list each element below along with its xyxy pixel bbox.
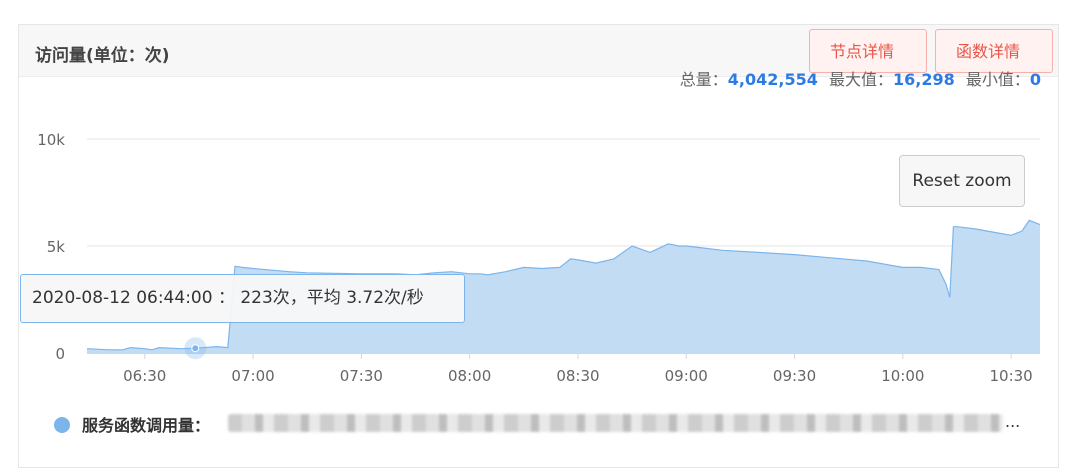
chart-tooltip: 2020-08-12 06:44:00 ： 223次，平均 3.72次/秒 bbox=[20, 274, 465, 323]
y-tick-label: 10k bbox=[37, 131, 65, 149]
total-label: 总量： bbox=[679, 70, 728, 89]
x-tick-label: 06:30 bbox=[123, 367, 166, 385]
legend-item[interactable]: 服务函数调用量： bbox=[54, 412, 210, 436]
x-tick-label: 09:30 bbox=[773, 367, 816, 385]
panel-title: 访问量(单位：次) bbox=[35, 46, 170, 66]
function-details-button[interactable]: 函数详情 bbox=[935, 29, 1053, 73]
y-tick-label: 0 bbox=[55, 345, 65, 363]
stats-summary: 总量：4,042,554 最大值：16,298 最小值：0 bbox=[680, 66, 1047, 90]
legend-ellipsis: ... bbox=[1005, 412, 1021, 431]
x-tick-label: 10:30 bbox=[990, 367, 1033, 385]
reset-zoom-button[interactable]: Reset zoom bbox=[899, 155, 1025, 207]
x-tick-label: 09:00 bbox=[665, 367, 708, 385]
panel-header: 访问量(单位：次) 节点详情 函数详情 bbox=[19, 25, 1058, 77]
series-line bbox=[86, 219, 1041, 351]
x-tick-label: 08:00 bbox=[448, 367, 491, 385]
total-value: 4,042,554 bbox=[727, 70, 818, 89]
max-value: 16,298 bbox=[893, 70, 955, 89]
node-details-button[interactable]: 节点详情 bbox=[809, 29, 927, 73]
y-tick-label: 5k bbox=[47, 238, 66, 256]
series-color-dot bbox=[54, 417, 70, 433]
min-label: 最小值： bbox=[965, 70, 1030, 89]
x-tick-label: 07:30 bbox=[340, 367, 383, 385]
x-tick-label: 10:00 bbox=[881, 367, 924, 385]
x-tick-label: 07:00 bbox=[231, 367, 274, 385]
min-value: 0 bbox=[1029, 70, 1041, 89]
hover-point[interactable] bbox=[191, 344, 200, 353]
legend-label: 服务函数调用量： bbox=[82, 416, 211, 435]
redacted-series-names bbox=[228, 414, 1003, 432]
max-label: 最大值： bbox=[828, 70, 893, 89]
x-tick-label: 08:30 bbox=[556, 367, 599, 385]
